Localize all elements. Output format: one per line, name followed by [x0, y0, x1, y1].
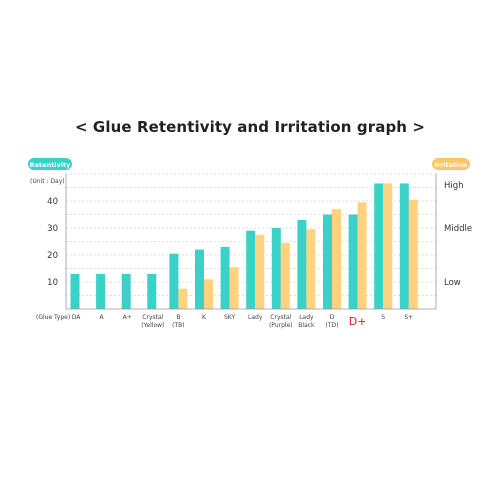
- right-tick-label: Middle: [444, 224, 472, 234]
- bar-irritation: [280, 242, 290, 309]
- bar-retentivity: [374, 183, 384, 309]
- retentivity-axis-label: Retentivity: [30, 161, 71, 169]
- x-axis-prefix-label: (Glue Type): [36, 314, 70, 321]
- bar-irritation: [229, 267, 239, 309]
- x-tick-labels: DA A A+ Crystal(Yellow)B(TB)K SKY Lady Crystal…: [72, 314, 414, 329]
- right-tick-label: Low: [444, 278, 461, 288]
- x-tick-label: Lady: [248, 314, 263, 321]
- x-tick-label: (TD): [326, 322, 339, 329]
- bar-irritation: [178, 288, 188, 309]
- x-tick-label: Black: [298, 322, 315, 329]
- y-tick-label: 30: [47, 224, 58, 234]
- x-tick-label: A: [100, 314, 105, 321]
- bar-irritation: [383, 183, 393, 309]
- retentivity-axis-pill: Retentivity: [28, 158, 72, 170]
- bar-irritation: [306, 229, 316, 309]
- bar-retentivity: [121, 273, 131, 309]
- bar-retentivity: [246, 230, 256, 309]
- bars: [70, 183, 418, 309]
- x-tick-label: DA: [72, 314, 82, 321]
- x-tick-label: K: [202, 314, 207, 321]
- right-tick-labels: High Middle Low: [444, 181, 472, 288]
- bar-retentivity: [271, 228, 281, 309]
- bar-irritation: [332, 209, 341, 309]
- x-tick-label: (Yellow): [141, 322, 164, 329]
- x-tick-label: S: [381, 314, 385, 321]
- x-tick-label: (TB): [172, 322, 184, 329]
- chart-title: < Glue Retentivity and Irritation graph …: [74, 118, 426, 136]
- axes: [65, 174, 437, 310]
- bar-retentivity: [348, 214, 358, 309]
- x-tick-label: B: [176, 314, 180, 321]
- x-tick-label: S+: [404, 314, 413, 321]
- bar-retentivity: [195, 249, 204, 309]
- bar-irritation: [408, 199, 418, 309]
- y-tick-labels: 10 20 30 40: [47, 197, 58, 288]
- irritation-axis-label: Irritation: [435, 161, 468, 169]
- x-tick-label: SKY: [224, 314, 236, 321]
- irritation-axis-pill: Irritation: [432, 158, 470, 170]
- x-tick-label-highlight: D+: [349, 315, 367, 328]
- bar-retentivity: [70, 273, 80, 309]
- x-tick-label: Crystal: [270, 314, 291, 321]
- y-tick-label: 20: [47, 251, 58, 261]
- y-tick-label: 40: [47, 197, 58, 207]
- bar-retentivity: [297, 219, 307, 309]
- bar-retentivity: [147, 273, 157, 309]
- right-tick-label: High: [444, 181, 464, 191]
- irritation-pill-bg: [432, 158, 470, 170]
- bar-irritation: [357, 202, 367, 309]
- bar-irritation: [204, 279, 213, 309]
- y-tick-label: 10: [47, 278, 58, 288]
- bar-retentivity: [399, 183, 409, 309]
- bar-retentivity: [96, 273, 106, 309]
- x-tick-label: Crystal: [142, 314, 163, 321]
- x-tick-label: D: [330, 314, 335, 321]
- bar-irritation: [255, 234, 265, 309]
- bar-retentivity: [169, 253, 179, 309]
- bar-retentivity: [220, 246, 230, 309]
- retentivity-pill-bg: [28, 158, 72, 170]
- unit-label: (Unit : Day): [30, 178, 65, 185]
- x-tick-label: A+: [123, 314, 132, 321]
- bar-retentivity: [323, 214, 332, 309]
- x-tick-label: (Purple): [269, 322, 293, 329]
- x-tick-label: Lady: [299, 314, 314, 321]
